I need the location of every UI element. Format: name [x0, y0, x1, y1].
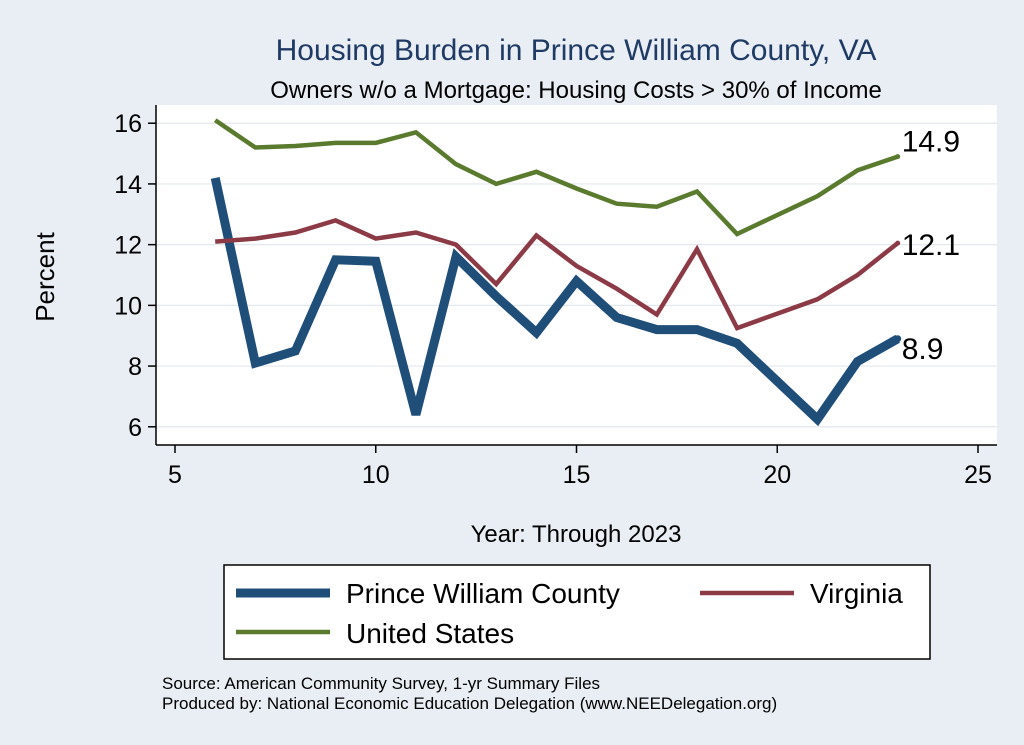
legend-label-virginia: Virginia [810, 578, 903, 609]
legend-label-prince-william: Prince William County [346, 578, 620, 609]
end-labels: 8.9 12.1 14.9 [902, 126, 960, 366]
x-tick-label-5: 5 [168, 461, 182, 489]
y-tick-label-16: 16 [114, 110, 142, 138]
x-axis-label: Year: Through 2023 [471, 521, 682, 548]
x-tick-label-15: 15 [563, 461, 591, 489]
y-tick-label-10: 10 [114, 292, 142, 320]
source-note: Source: American Community Survey, 1-yr … [162, 674, 600, 693]
series-line-virginia [215, 218, 900, 331]
series-end-point-virginia [895, 240, 901, 246]
producer-note: Produced by: National Economic Education… [162, 694, 777, 713]
series-lines [210, 118, 902, 427]
y-tick-label-14: 14 [114, 171, 142, 199]
chart-title: Housing Burden in Prince William County,… [276, 34, 877, 67]
plot-area [156, 105, 997, 445]
end-label-prince-william-county: 8.9 [902, 333, 944, 366]
y-axis-label: Percent [30, 231, 60, 321]
end-label-united-states: 14.9 [902, 126, 960, 159]
series-line-united-states [213, 118, 899, 237]
gridlines [156, 122, 997, 428]
y-tick-label-12: 12 [114, 232, 142, 260]
series-end-point-united-states [895, 154, 901, 160]
x-tick-label-20: 20 [763, 461, 791, 489]
axes: 6 8 10 12 14 16 5 10 15 20 25 [114, 105, 997, 489]
x-tick-label-10: 10 [362, 461, 390, 489]
legend: Prince William County Virginia United St… [223, 564, 931, 660]
series-line-prince-william-county [210, 176, 900, 427]
x-tick-label-25: 25 [964, 461, 992, 489]
series-end-point-prince-william-county [894, 335, 902, 343]
legend-box [223, 564, 931, 660]
y-tick-label-8: 8 [128, 353, 142, 381]
end-label-virginia: 12.1 [902, 229, 960, 262]
chart-subtitle: Owners w/o a Mortgage: Housing Costs > 3… [270, 77, 882, 104]
y-tick-label-6: 6 [128, 414, 142, 442]
legend-label-united-states: United States [346, 618, 514, 649]
